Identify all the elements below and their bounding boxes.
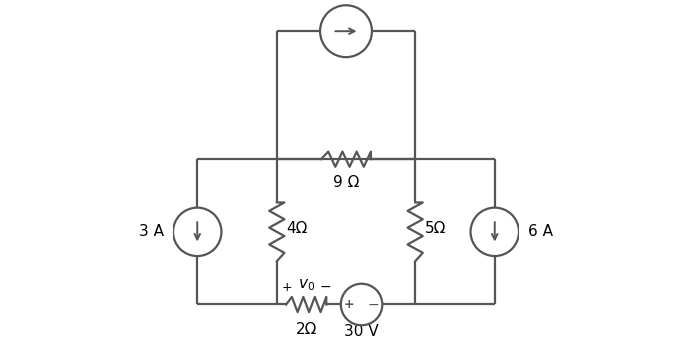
Text: 2Ω: 2Ω: [295, 322, 317, 337]
Text: +: +: [344, 298, 354, 311]
Text: 3 A: 3 A: [139, 225, 165, 239]
Text: 5Ω: 5Ω: [425, 221, 446, 236]
Text: 4Ω: 4Ω: [286, 221, 308, 236]
Text: 6 A: 6 A: [527, 225, 553, 239]
Text: +: +: [282, 281, 293, 294]
Text: 9 Ω: 9 Ω: [333, 175, 359, 190]
Text: −: −: [320, 280, 331, 294]
Text: 30 V: 30 V: [344, 323, 379, 339]
Text: −: −: [367, 298, 379, 311]
Text: $v_0$: $v_0$: [298, 277, 315, 293]
